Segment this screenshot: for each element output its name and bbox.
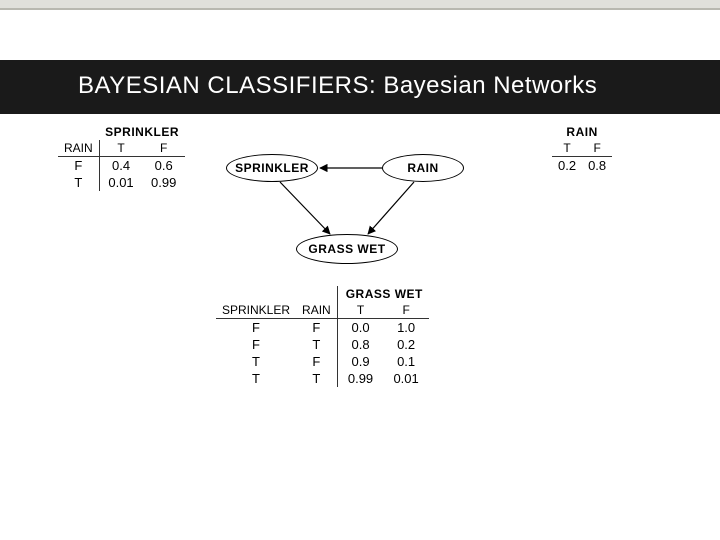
cpt-sprinkler-col-f: F — [142, 140, 185, 157]
cpt-cell: 0.99 — [337, 370, 383, 387]
cpt-sprinkler-rowheader: RAIN — [58, 140, 99, 157]
node-label: SPRINKLER — [235, 161, 309, 175]
cpt-cell: T — [58, 174, 99, 191]
cpt-cell: 0.2 — [552, 157, 582, 175]
cpt-rain-col-t: T — [552, 140, 582, 157]
cpt-grasswet-col-t: T — [337, 302, 383, 319]
cpt-cell: 0.8 — [582, 157, 612, 175]
node-label: RAIN — [407, 161, 438, 175]
node-rain: RAIN — [382, 154, 464, 182]
cpt-cell: 0.01 — [383, 370, 429, 387]
cpt-cell: 0.2 — [383, 336, 429, 353]
cpt-sprinkler: SPRINKLER RAIN T F F 0.4 0.6 T 0.01 0.99 — [58, 124, 185, 191]
cpt-cell: 1.0 — [383, 319, 429, 337]
node-label: GRASS WET — [308, 242, 385, 256]
cpt-cell: T — [296, 336, 337, 353]
slide-content: SPRINKLER RAIN T F F 0.4 0.6 T 0.01 0.99… — [0, 114, 720, 524]
cpt-cell: 0.01 — [99, 174, 142, 191]
cpt-cell: 0.1 — [383, 353, 429, 370]
cpt-cell: 0.6 — [142, 157, 185, 175]
cpt-cell: 0.99 — [142, 174, 185, 191]
cpt-rain: RAIN T F 0.2 0.8 — [552, 124, 612, 174]
cpt-sprinkler-header: SPRINKLER — [99, 124, 185, 140]
cpt-grasswet-rowheader-1: RAIN — [296, 302, 337, 319]
cpt-grasswet-header: GRASS WET — [337, 286, 429, 302]
cpt-cell: 0.9 — [337, 353, 383, 370]
slide-title: BAYESIAN CLASSIFIERS: Bayesian Networks — [78, 72, 597, 99]
cpt-cell: F — [296, 353, 337, 370]
cpt-cell: F — [216, 319, 296, 337]
node-sprinkler: SPRINKLER — [226, 154, 318, 182]
cpt-cell: F — [216, 336, 296, 353]
cpt-rain-col-f: F — [582, 140, 612, 157]
cpt-cell: 0.0 — [337, 319, 383, 337]
cpt-sprinkler-col-t: T — [99, 140, 142, 157]
cpt-cell: 0.8 — [337, 336, 383, 353]
cpt-cell: 0.4 — [99, 157, 142, 175]
cpt-cell: F — [58, 157, 99, 175]
cpt-cell: F — [296, 319, 337, 337]
cpt-cell: T — [296, 370, 337, 387]
cpt-grasswet: GRASS WET SPRINKLER RAIN T F F F 0.0 1.0… — [216, 286, 429, 387]
cpt-grasswet-rowheader-0: SPRINKLER — [216, 302, 296, 319]
top-accent-bar — [0, 0, 720, 10]
cpt-cell: T — [216, 370, 296, 387]
slide-title-bar: BAYESIAN CLASSIFIERS: Bayesian Networks — [0, 60, 720, 114]
cpt-rain-header: RAIN — [552, 124, 612, 140]
node-grasswet: GRASS WET — [296, 234, 398, 264]
cpt-cell: T — [216, 353, 296, 370]
cpt-grasswet-col-f: F — [383, 302, 429, 319]
